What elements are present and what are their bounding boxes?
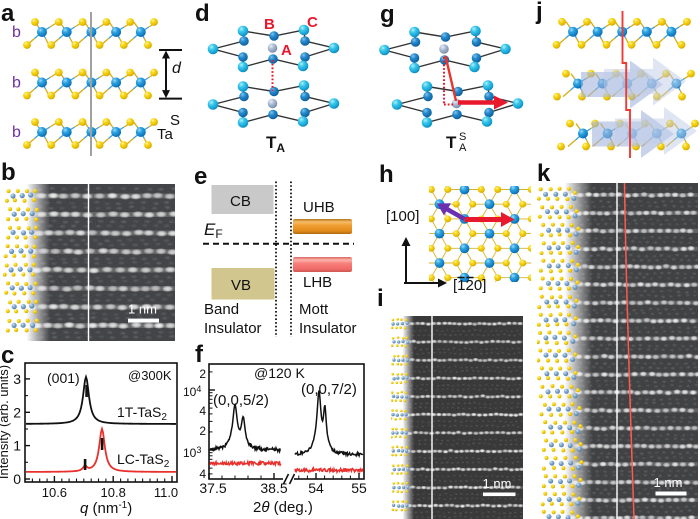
- svg-text:k: k: [537, 160, 551, 187]
- svg-text:b: b: [12, 24, 21, 41]
- svg-text:LC-TaS2: LC-TaS2: [117, 451, 170, 470]
- svg-text:@120 K: @120 K: [254, 365, 305, 381]
- svg-text:c: c: [1, 342, 14, 369]
- svg-text:d: d: [172, 60, 182, 77]
- svg-text:h: h: [379, 161, 394, 188]
- svg-text:Intensity (arb. units): Intensity (arb. units): [0, 365, 11, 479]
- svg-text:@300K: @300K: [128, 368, 172, 383]
- svg-text:[100]: [100]: [386, 208, 419, 225]
- svg-text:1 nm: 1 nm: [654, 475, 683, 490]
- svg-text:b: b: [12, 124, 21, 141]
- svg-text:C: C: [307, 14, 318, 31]
- svg-text:UHB: UHB: [303, 199, 335, 216]
- svg-text:(0,0,5/2): (0,0,5/2): [213, 392, 269, 409]
- svg-text:g: g: [380, 1, 395, 28]
- svg-text:A: A: [459, 142, 467, 154]
- svg-text:(001): (001): [47, 370, 80, 386]
- svg-text:38.5: 38.5: [260, 480, 287, 496]
- svg-text:j: j: [535, 0, 543, 25]
- svg-text:1T-TaS2: 1T-TaS2: [117, 404, 167, 423]
- svg-text:d: d: [195, 0, 210, 27]
- svg-text:11.0: 11.0: [154, 485, 178, 500]
- svg-text:Ta: Ta: [157, 126, 174, 143]
- svg-text:10.6: 10.6: [42, 485, 67, 500]
- svg-text:LHB: LHB: [303, 274, 332, 291]
- svg-text:A: A: [281, 42, 292, 59]
- svg-text:[120]: [120]: [453, 277, 486, 294]
- svg-text:4: 4: [199, 467, 206, 481]
- svg-text:10.8: 10.8: [101, 485, 126, 500]
- svg-text:Mott: Mott: [299, 301, 329, 318]
- svg-text:2: 2: [13, 404, 21, 420]
- svg-text:b: b: [1, 159, 16, 186]
- svg-text:CB: CB: [230, 193, 251, 210]
- svg-text:Insulator: Insulator: [204, 320, 262, 337]
- svg-text:2: 2: [199, 367, 206, 381]
- svg-text:Insulator: Insulator: [299, 320, 357, 337]
- svg-text:b: b: [12, 75, 21, 92]
- svg-text:f: f: [195, 341, 204, 368]
- svg-text:4: 4: [199, 404, 206, 418]
- svg-text:e: e: [194, 163, 207, 190]
- svg-text:1 nm: 1 nm: [128, 302, 157, 317]
- svg-text:1 nm: 1 nm: [483, 476, 512, 491]
- svg-text:(0,0,7/2): (0,0,7/2): [301, 381, 357, 398]
- svg-text:2: 2: [199, 424, 206, 438]
- svg-text:54: 54: [308, 480, 324, 496]
- svg-text:1: 1: [13, 438, 21, 454]
- svg-text:2θ (deg.): 2θ (deg.): [253, 499, 313, 516]
- svg-text:3: 3: [13, 371, 21, 387]
- svg-text:S: S: [170, 112, 180, 129]
- svg-text:VB: VB: [231, 277, 251, 294]
- svg-text:i: i: [377, 285, 384, 312]
- svg-text:S: S: [459, 131, 466, 143]
- svg-text:55: 55: [351, 480, 367, 496]
- svg-text:T: T: [446, 133, 457, 152]
- svg-text:0: 0: [13, 471, 21, 487]
- svg-text:a: a: [1, 0, 15, 27]
- svg-text:37.5: 37.5: [199, 480, 226, 496]
- svg-text:Band: Band: [204, 301, 239, 318]
- svg-text:B: B: [264, 16, 275, 33]
